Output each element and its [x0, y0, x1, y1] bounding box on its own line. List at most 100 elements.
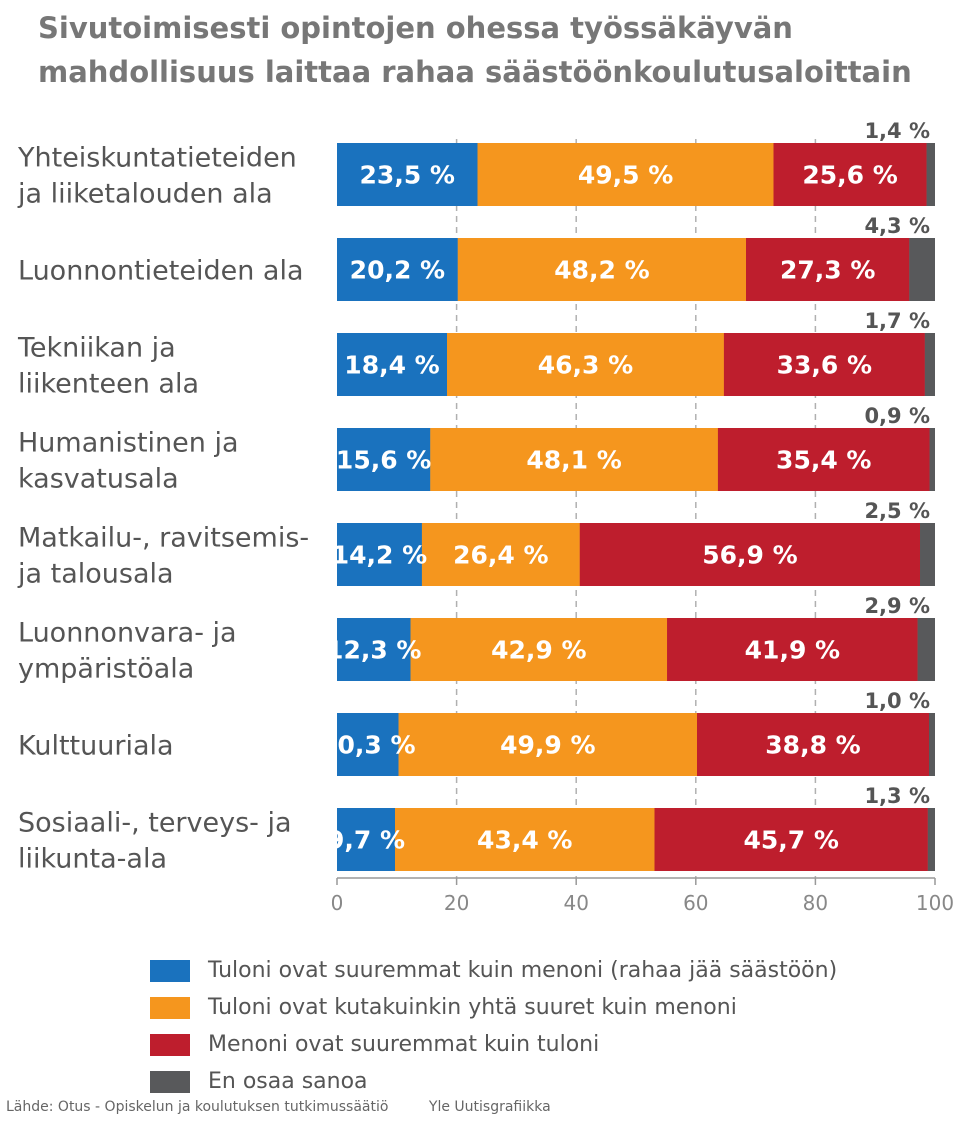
data-label-unknown-3: 0,9 %	[864, 404, 930, 428]
data-label-overlay-equal-6: 49,9 %	[500, 731, 595, 760]
data-label-overlay-savings-0: 23,5 %	[360, 161, 455, 190]
bar-overlay-deficit-0	[773, 143, 927, 206]
bar-overlay-unknown-5	[917, 618, 935, 681]
data-label-overlay-equal-7: 43,4 %	[477, 826, 572, 855]
chart-title-line-1: Sivutoimisesti opintojen ohessa työssäkä…	[38, 11, 793, 45]
category-label-4-0: Matkailu-, ravitsemis-	[18, 523, 309, 554]
data-label-overlay-equal-3: 48,1 %	[526, 446, 621, 475]
data-label-unknown-4: 2,5 %	[864, 499, 930, 523]
legend-label-savings: Tuloni ovat suuremmat kuin menoni (rahaa…	[208, 958, 838, 983]
bar-overlay-unknown-4	[920, 523, 935, 586]
category-label-2-0: Tekniikan ja	[17, 333, 176, 364]
data-label-unknown-6: 1,0 %	[864, 689, 930, 713]
category-label-0-0: Yhteiskuntatieteiden	[17, 143, 297, 174]
category-label-0-1: ja liiketalouden ala	[17, 179, 273, 210]
bar-overlay-deficit-3	[717, 428, 930, 491]
bar-overlay-equal-7	[395, 808, 655, 871]
data-label-overlay-savings-2: 18,4 %	[344, 351, 439, 380]
bar-overlay-unknown-0	[926, 143, 935, 206]
data-label-unknown-7: 1,3 %	[864, 784, 930, 808]
bar-overlay-unknown-7	[927, 808, 935, 871]
bar-overlay-savings-0	[337, 143, 478, 206]
legend: Tuloni ovat suuremmat kuin menoni (rahaa…	[150, 952, 837, 1100]
category-label-7-1: liikunta-ala	[18, 844, 167, 875]
data-label-overlay-deficit-3: 35,4 %	[776, 446, 871, 475]
bar-overlay-equal-2	[447, 333, 724, 396]
bar-overlay-deficit-4	[579, 523, 921, 586]
legend-swatch-deficit	[150, 1033, 190, 1056]
legend-swatch-savings	[150, 959, 190, 982]
category-label-3-0: Humanistinen ja	[18, 428, 239, 459]
data-label-overlay-savings-1: 20,2 %	[350, 256, 445, 285]
footer: Lähde: Otus - Opiskelun ja koulutuksen t…	[6, 1099, 587, 1115]
data-label-overlay-equal-2: 46,3 %	[538, 351, 633, 380]
bar-overlay-equal-0	[477, 143, 774, 206]
chart-title-line-2: mahdollisuus laittaa rahaa säästöönkoulu…	[38, 55, 912, 89]
data-label-overlay-equal-4: 26,4 %	[453, 541, 548, 570]
x-tick-label-60: 60	[683, 891, 708, 915]
stacked-bar-chart: 23,5 % 49,5 % 25,6 % 1,4 % Yhteiskuntatietei…	[17, 119, 954, 915]
data-label-unknown-5: 2,9 %	[864, 594, 930, 618]
x-tick-label-20: 20	[444, 891, 469, 915]
bar-overlay-savings-1	[337, 238, 458, 301]
legend-item-savings: Tuloni ovat suuremmat kuin menoni (rahaa…	[150, 952, 837, 989]
data-label-unknown-0: 1,4 %	[864, 119, 930, 143]
bar-overlay-unknown-6	[929, 713, 935, 776]
bar-overlay-equal-5	[410, 618, 668, 681]
bar-overlay-equal-6	[398, 713, 697, 776]
bar-overlay-unknown-1	[909, 238, 935, 301]
legend-swatch-equal	[150, 996, 190, 1019]
x-tick-label-80: 80	[803, 891, 828, 915]
data-label-overlay-equal-5: 42,9 %	[491, 636, 586, 665]
legend-item-equal: Tuloni ovat kutakuinkin yhtä suuret kuin…	[150, 989, 837, 1026]
data-label-overlay-deficit-2: 33,6 %	[777, 351, 872, 380]
bar-overlay-equal-1	[457, 238, 747, 301]
bar-overlay-equal-3	[430, 428, 718, 491]
data-label-overlay-deficit-5: 41,9 %	[745, 636, 840, 665]
bar-overlay-savings-3	[337, 428, 431, 491]
data-label-overlay-savings-7: 9,7 %	[327, 826, 405, 855]
bar-overlay-unknown-2	[924, 333, 935, 396]
data-label-overlay-equal-1: 48,2 %	[554, 256, 649, 285]
x-tick-label-40: 40	[563, 891, 588, 915]
legend-label-equal: Tuloni ovat kutakuinkin yhtä suuret kuin…	[208, 995, 737, 1020]
bar-overlay-savings-5	[337, 618, 411, 681]
bar-overlay-deficit-6	[696, 713, 930, 776]
category-label-5-0: Luonnonvara- ja	[18, 618, 237, 649]
data-label-overlay-equal-0: 49,5 %	[578, 161, 673, 190]
legend-label-deficit: Menoni ovat suuremmat kuin tuloni	[208, 1032, 600, 1057]
data-label-overlay-savings-5: 12,3 %	[326, 636, 421, 665]
legend-item-unknown: En osaa sanoa	[150, 1063, 837, 1100]
data-label-overlay-savings-4: 14,2 %	[332, 541, 427, 570]
data-label-unknown-1: 4,3 %	[864, 214, 930, 238]
category-label-3-1: kasvatusala	[18, 464, 179, 495]
data-label-overlay-savings-3: 15,6 %	[336, 446, 431, 475]
category-label-4-1: ja talousala	[17, 559, 174, 590]
category-label-6-0: Kulttuuriala	[18, 731, 174, 762]
category-label-2-1: liikenteen ala	[18, 369, 199, 400]
data-label-overlay-savings-6: 10,3 %	[320, 731, 415, 760]
bar-overlay-savings-2	[337, 333, 448, 396]
legend-label-unknown: En osaa sanoa	[208, 1069, 368, 1094]
category-label-7-0: Sosiaali-, terveys- ja	[18, 808, 292, 839]
x-tick-label-0: 0	[331, 891, 344, 915]
bar-overlay-unknown-3	[929, 428, 935, 491]
bar-overlay-equal-4	[421, 523, 580, 586]
bar-overlay-deficit-2	[723, 333, 925, 396]
data-label-overlay-deficit-0: 25,6 %	[802, 161, 897, 190]
chart-title: Sivutoimisesti opintojen ohessa työssäkä…	[38, 6, 938, 94]
source-text: Lähde: Otus - Opiskelun ja koulutuksen t…	[6, 1099, 389, 1115]
data-label-unknown-2: 1,7 %	[864, 309, 930, 333]
legend-item-deficit: Menoni ovat suuremmat kuin tuloni	[150, 1026, 837, 1063]
legend-swatch-unknown	[150, 1070, 190, 1093]
bar-overlay-deficit-5	[667, 618, 918, 681]
data-label-overlay-deficit-7: 45,7 %	[743, 826, 838, 855]
data-label-overlay-deficit-6: 38,8 %	[765, 731, 860, 760]
data-label-overlay-deficit-4: 56,9 %	[702, 541, 797, 570]
bar-overlay-savings-6	[337, 713, 399, 776]
bar-overlay-deficit-1	[746, 238, 910, 301]
data-label-overlay-deficit-1: 27,3 %	[780, 256, 875, 285]
x-tick-label-100: 100	[916, 891, 954, 915]
credit-text: Yle Uutisgrafiikka	[428, 1099, 551, 1115]
category-label-1-0: Luonnontieteiden ala	[18, 256, 304, 287]
